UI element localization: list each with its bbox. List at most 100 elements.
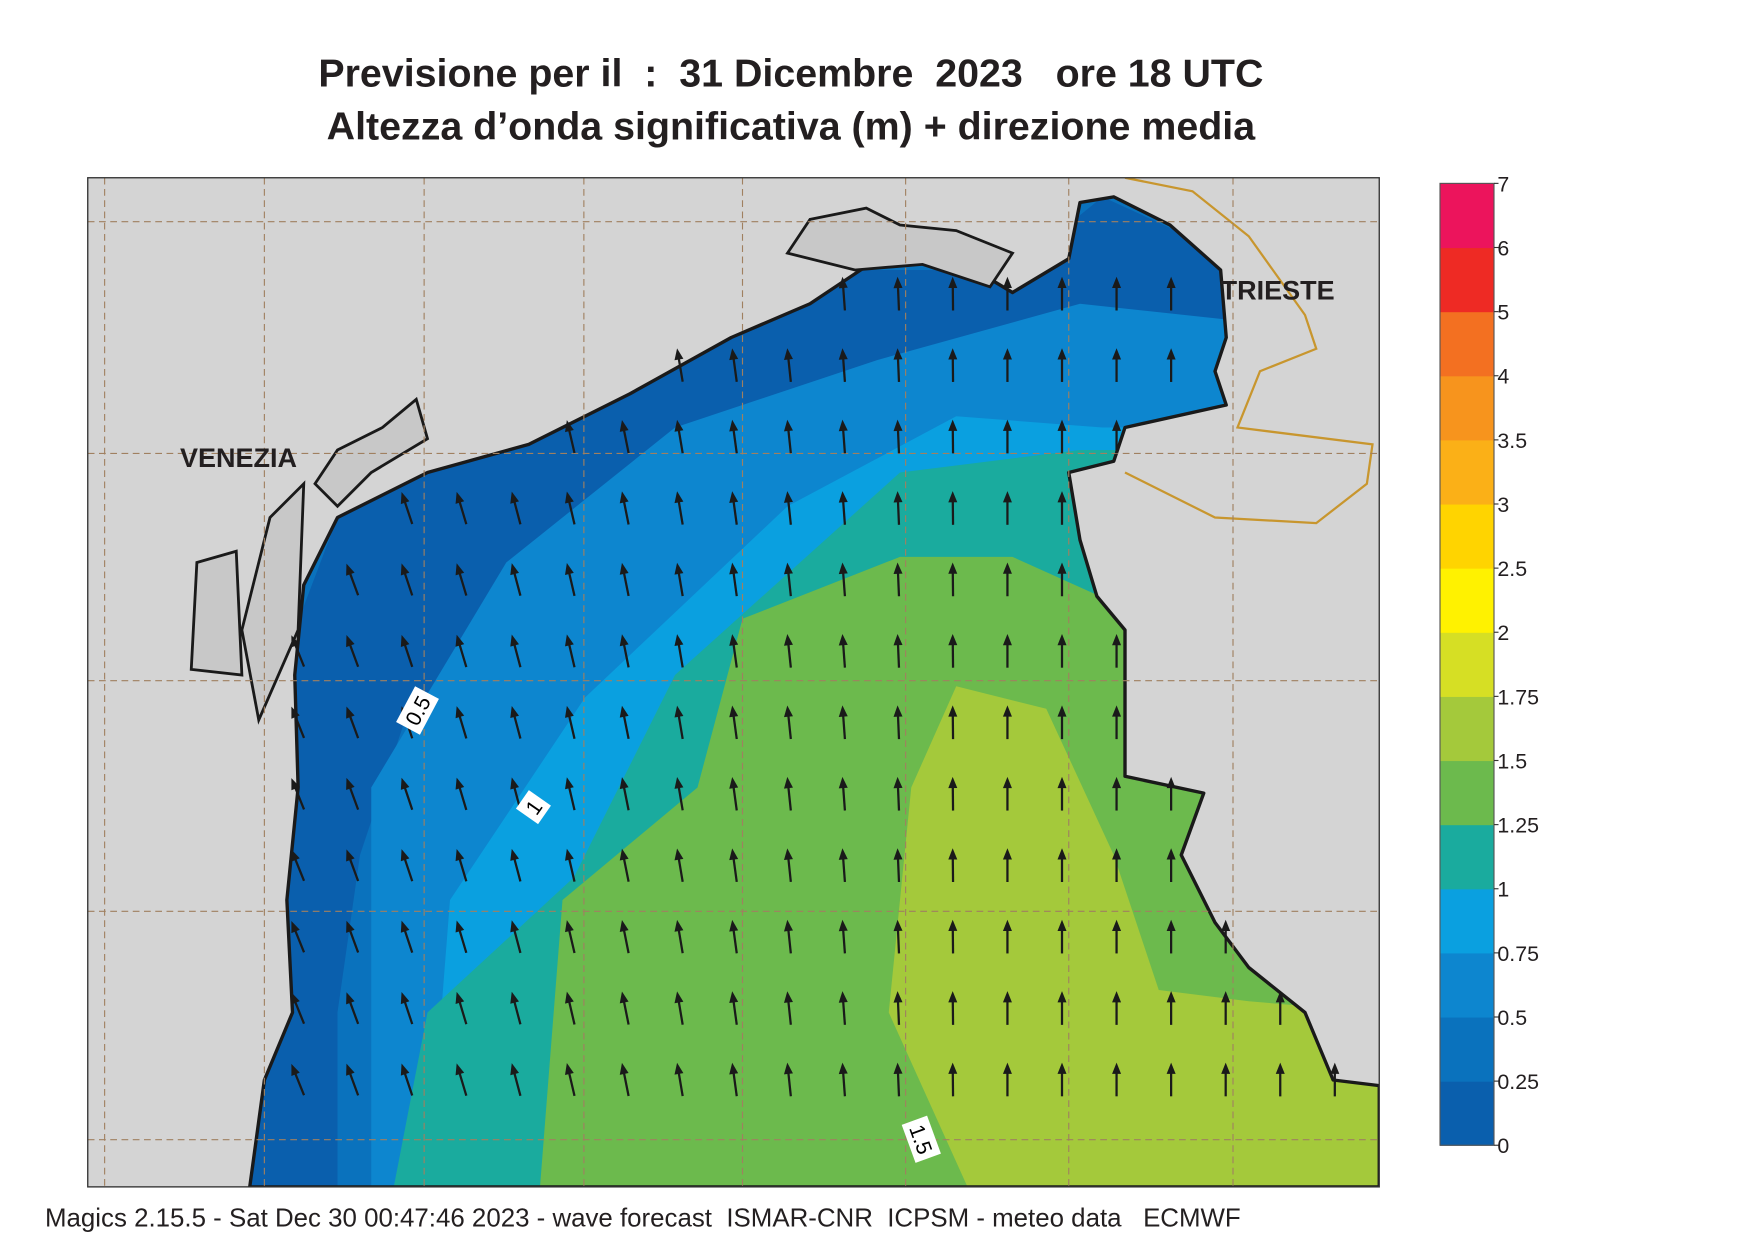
arrow bbox=[346, 563, 360, 596]
arrow-head bbox=[893, 1062, 903, 1075]
arrow bbox=[291, 920, 306, 953]
arrow-head bbox=[729, 634, 739, 646]
colorbar-band bbox=[1440, 952, 1494, 1018]
arrow-shaft bbox=[402, 498, 414, 525]
arrow bbox=[1166, 276, 1176, 311]
contour-band bbox=[888, 686, 1380, 1187]
arrow bbox=[400, 491, 414, 525]
arrow bbox=[619, 848, 630, 882]
arrow-shaft bbox=[896, 426, 901, 454]
arrow-head bbox=[784, 634, 793, 646]
arrow-head bbox=[455, 991, 465, 1004]
arrow-head bbox=[291, 706, 300, 719]
arrow bbox=[619, 1062, 630, 1097]
arrow bbox=[1057, 919, 1067, 954]
arrow bbox=[1221, 919, 1231, 954]
arrow-head bbox=[948, 276, 958, 289]
arrow-shaft bbox=[622, 997, 630, 1025]
coastline bbox=[248, 195, 1380, 1187]
arrow bbox=[619, 491, 630, 525]
arrow-head bbox=[784, 705, 793, 718]
arrow bbox=[1002, 419, 1012, 454]
arrow-shaft bbox=[786, 783, 792, 811]
arrow-head bbox=[1002, 919, 1012, 931]
arrow-head bbox=[565, 705, 574, 718]
colorbar-label: 3.5 bbox=[1497, 429, 1527, 453]
arrow-shaft bbox=[567, 926, 576, 954]
arrow-shaft bbox=[457, 783, 468, 811]
colorbar-label: 0.75 bbox=[1497, 942, 1539, 966]
arrow bbox=[1112, 633, 1122, 668]
arrow bbox=[784, 419, 793, 454]
arrow bbox=[729, 776, 739, 811]
arrow-head bbox=[455, 1063, 465, 1076]
arrow-head bbox=[948, 705, 958, 717]
arrow bbox=[784, 776, 793, 811]
arrow-head bbox=[838, 562, 848, 575]
arrow bbox=[893, 991, 903, 1025]
arrow bbox=[455, 634, 468, 668]
arrow-shaft bbox=[347, 640, 360, 668]
arrow bbox=[674, 348, 684, 382]
arrow bbox=[838, 491, 848, 525]
arrow bbox=[1112, 276, 1122, 311]
arrow bbox=[893, 491, 903, 525]
arrow bbox=[400, 849, 414, 882]
arrow bbox=[1166, 348, 1176, 382]
arrow-shaft bbox=[567, 855, 576, 882]
arrow-head bbox=[455, 777, 465, 790]
arrow bbox=[1057, 848, 1067, 882]
arrow bbox=[1057, 705, 1067, 740]
arrow-head bbox=[510, 920, 519, 933]
arrow-shaft bbox=[512, 640, 522, 668]
arrow-head bbox=[838, 705, 848, 717]
arrow-head bbox=[565, 634, 574, 647]
arrow-head bbox=[565, 562, 574, 575]
arrow bbox=[784, 634, 793, 668]
colorbar-band bbox=[1440, 311, 1494, 377]
arrow-head bbox=[455, 491, 465, 504]
arrow bbox=[510, 1063, 522, 1097]
arrow-head bbox=[1002, 491, 1012, 503]
colorbar-label: 1.5 bbox=[1497, 749, 1527, 773]
arrow-head bbox=[346, 849, 355, 862]
colorbar-label: 0.5 bbox=[1497, 1006, 1527, 1030]
arrow bbox=[1002, 919, 1012, 954]
arrow-shaft bbox=[896, 997, 901, 1025]
arrow-head bbox=[948, 562, 958, 574]
arrow-head bbox=[729, 705, 739, 718]
arrow-head bbox=[893, 419, 903, 432]
arrow bbox=[674, 491, 684, 525]
arrow-shaft bbox=[457, 855, 468, 882]
arrow-head bbox=[1166, 776, 1176, 789]
arrow-head bbox=[455, 706, 465, 719]
arrow-shaft bbox=[677, 1069, 684, 1097]
arrow bbox=[729, 562, 739, 597]
arrow-head bbox=[838, 276, 848, 289]
arrow-head bbox=[565, 1063, 574, 1076]
arrow-head bbox=[1112, 991, 1122, 1003]
arrow bbox=[948, 491, 958, 525]
arrow-head bbox=[784, 848, 793, 861]
arrow bbox=[1166, 776, 1176, 811]
arrow bbox=[1166, 1062, 1176, 1097]
arrow bbox=[565, 420, 576, 454]
arrow-head bbox=[565, 491, 574, 504]
arrow bbox=[838, 848, 848, 883]
arrow-head bbox=[784, 491, 793, 503]
arrow bbox=[729, 634, 739, 668]
arrow-head bbox=[784, 1062, 793, 1075]
arrow-head bbox=[455, 634, 465, 647]
arrow-shaft bbox=[567, 712, 576, 739]
arrow-shaft bbox=[622, 854, 630, 882]
arrow-shaft bbox=[896, 497, 901, 525]
border-line bbox=[1124, 177, 1374, 525]
label-box bbox=[515, 790, 551, 825]
arrow-head bbox=[291, 1063, 300, 1076]
arrow bbox=[291, 778, 306, 810]
arrow bbox=[948, 919, 958, 954]
arrow-shaft bbox=[622, 640, 630, 668]
arrow-shaft bbox=[896, 283, 901, 311]
arrow-head bbox=[838, 633, 848, 646]
arrow-head bbox=[784, 562, 793, 575]
